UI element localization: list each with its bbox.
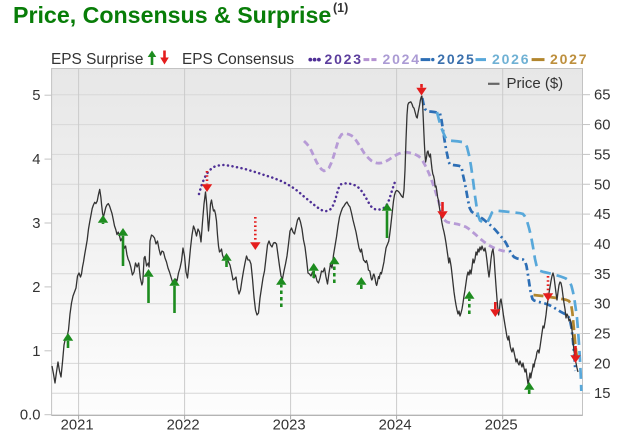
svg-text:Price, Consensus & Surprise: Price, Consensus & Surprise — [13, 2, 331, 28]
svg-text:(1): (1) — [333, 1, 348, 15]
svg-text:60: 60 — [594, 118, 610, 134]
svg-text:40: 40 — [594, 237, 610, 253]
svg-text:20: 20 — [594, 356, 610, 372]
svg-text:1: 1 — [32, 344, 40, 360]
svg-text:EPS Consensus: EPS Consensus — [182, 51, 294, 68]
svg-text:65: 65 — [594, 88, 610, 104]
svg-text:Price ($): Price ($) — [507, 75, 564, 92]
svg-text:45: 45 — [594, 207, 610, 223]
svg-text:2025: 2025 — [437, 51, 475, 67]
svg-text:2024: 2024 — [383, 51, 421, 67]
svg-text:2022: 2022 — [167, 418, 200, 434]
svg-text:EPS Surprise: EPS Surprise — [51, 51, 143, 68]
svg-text:25: 25 — [594, 327, 610, 343]
svg-text:2025: 2025 — [485, 418, 518, 434]
svg-text:15: 15 — [594, 386, 610, 402]
svg-text:2023: 2023 — [273, 418, 306, 434]
svg-text:2021: 2021 — [61, 418, 94, 434]
svg-text:2: 2 — [32, 280, 40, 296]
svg-text:5: 5 — [32, 88, 40, 104]
svg-text:30: 30 — [594, 297, 610, 313]
svg-text:3: 3 — [32, 216, 40, 232]
svg-text:0.0: 0.0 — [20, 408, 41, 424]
svg-text:4: 4 — [32, 152, 40, 168]
svg-text:2026: 2026 — [492, 51, 530, 67]
svg-text:2024: 2024 — [379, 418, 412, 434]
svg-text:50: 50 — [594, 177, 610, 193]
svg-text:2027: 2027 — [550, 51, 588, 67]
svg-text:55: 55 — [594, 147, 610, 163]
svg-text:2023: 2023 — [325, 51, 363, 67]
svg-text:35: 35 — [594, 267, 610, 283]
